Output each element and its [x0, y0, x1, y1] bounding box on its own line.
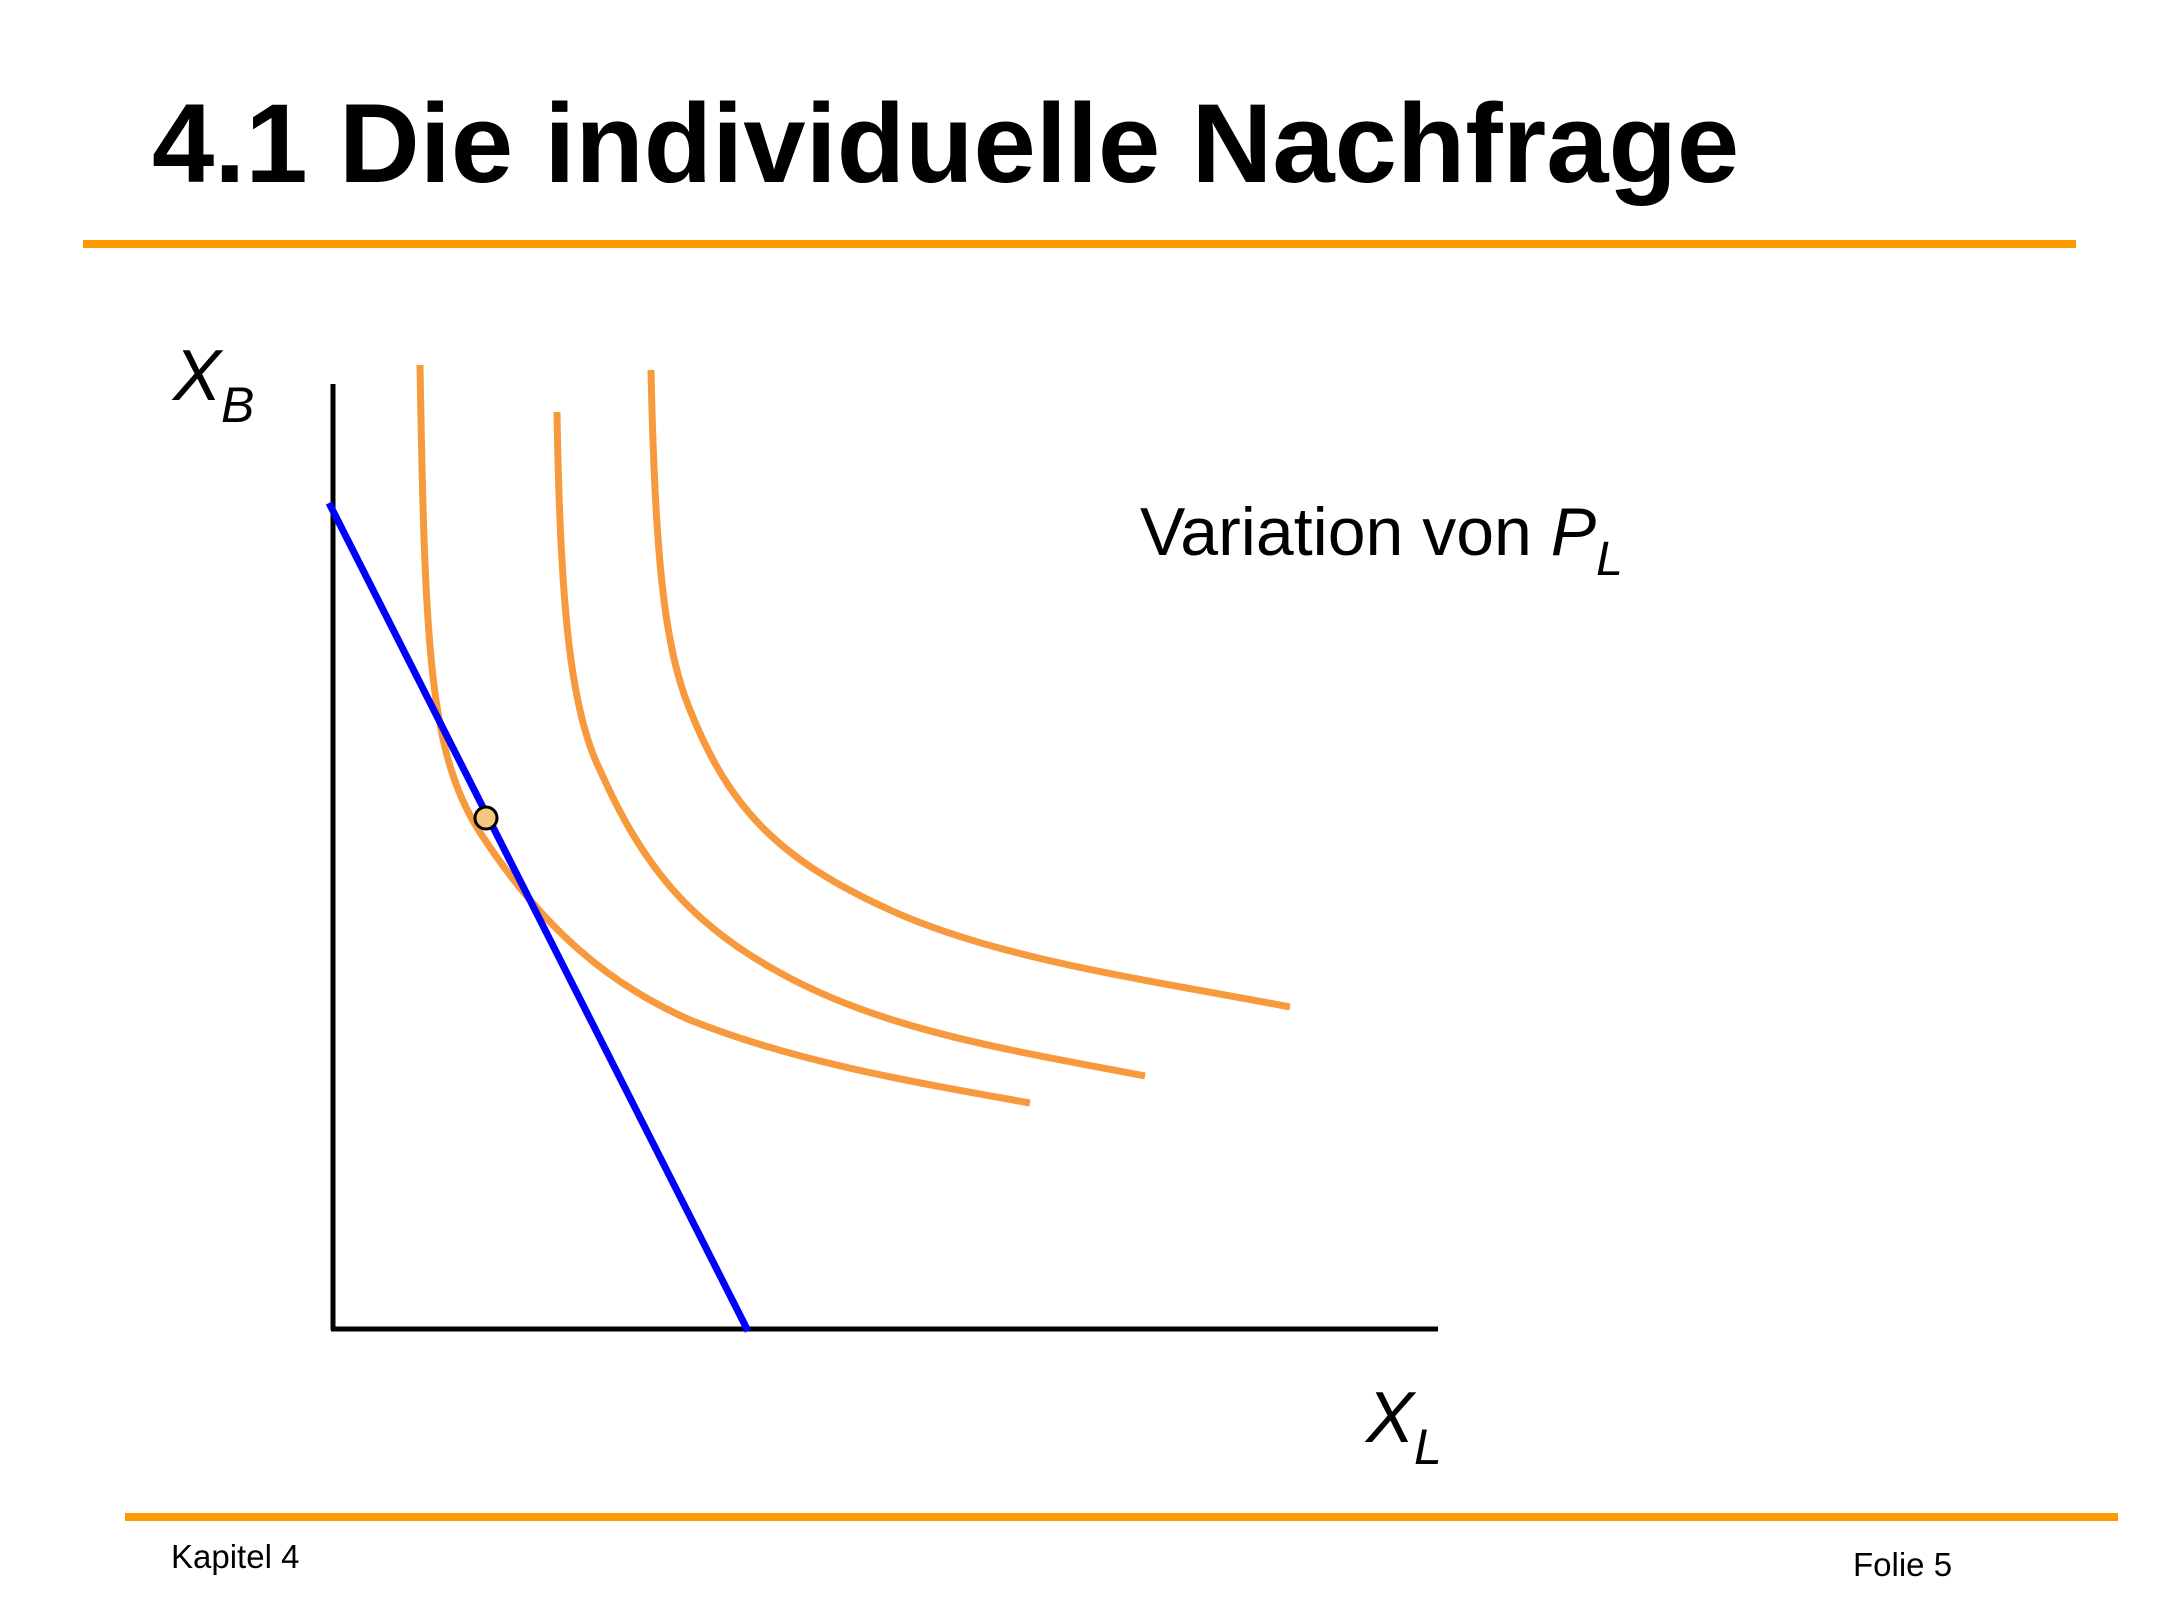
budget-line — [325, 501, 752, 1333]
indifference-curve-2 — [553, 411, 1146, 1080]
y-axis-label: XB — [173, 336, 255, 433]
x-axis-label: XL — [1366, 1378, 1442, 1475]
title-divider — [83, 240, 2076, 248]
footer-chapter: Kapitel 4 — [171, 1538, 300, 1575]
footer-slide-number: Folie 5 — [1853, 1546, 1953, 1583]
indifference-curve-1 — [416, 364, 1031, 1107]
variation-annotation: Variation von PL — [1140, 494, 1623, 586]
indifference-curve-3 — [647, 369, 1291, 1011]
tangency-point — [473, 805, 499, 831]
slide-title: 4.1 Die individuelle Nachfrage — [152, 81, 1740, 206]
footer-divider — [125, 1513, 2118, 1521]
